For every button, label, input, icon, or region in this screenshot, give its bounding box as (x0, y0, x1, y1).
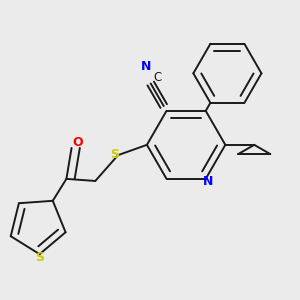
Text: S: S (35, 251, 44, 264)
Text: C: C (153, 71, 161, 84)
Text: O: O (72, 136, 83, 149)
Text: N: N (203, 175, 213, 188)
Text: S: S (110, 148, 119, 161)
Text: N: N (141, 60, 152, 73)
